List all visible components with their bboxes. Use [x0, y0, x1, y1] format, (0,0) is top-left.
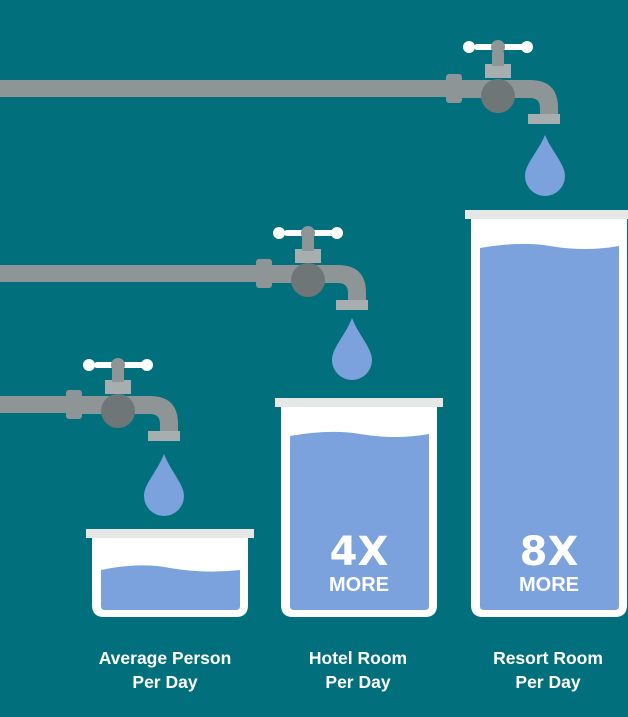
pipe-average	[0, 396, 78, 413]
handle-knob-right-average	[141, 359, 153, 371]
container-average	[86, 529, 254, 617]
container-rim-hotel	[275, 398, 443, 407]
multiplier-sub-resort: MORE	[519, 574, 579, 596]
faucet-average	[0, 358, 180, 441]
valve-body-hotel	[291, 263, 325, 297]
water-drop-icon	[332, 318, 372, 380]
valve-body-resort	[481, 79, 515, 113]
multiplier-hotel: 4X	[330, 529, 389, 575]
multiplier-sub-hotel: MORE	[329, 574, 389, 596]
caption-average-line1: Average Person	[99, 648, 232, 668]
caption-average: Average Person Per Day	[99, 648, 232, 692]
water-drop-icon	[144, 454, 184, 516]
container-resort: 8X MORE	[465, 210, 628, 617]
handle-center-resort	[491, 40, 505, 54]
handle-center-average	[111, 358, 125, 372]
spout-tip-resort	[528, 114, 560, 124]
handle-knob-left-hotel	[273, 227, 285, 239]
pipe-hotel	[0, 265, 268, 282]
valve-neck-average	[112, 368, 124, 382]
pipe-resort	[0, 80, 458, 97]
water-fill-hotel	[290, 431, 429, 610]
handle-center-hotel	[301, 226, 315, 240]
valve-stem-hotel	[295, 249, 321, 263]
spout-tip-hotel	[336, 300, 368, 310]
water-fill-average	[101, 565, 240, 610]
caption-hotel-line1: Hotel Room	[309, 648, 407, 668]
faucet-resort	[0, 40, 560, 124]
valve-stem-resort	[485, 64, 511, 78]
caption-hotel: Hotel Room Per Day	[309, 648, 407, 692]
container-hotel: 4X MORE	[275, 398, 443, 617]
multiplier-resort: 8X	[520, 529, 579, 575]
handle-knob-right-hotel	[331, 227, 343, 239]
valve-neck-resort	[492, 52, 504, 66]
valve-body-average	[101, 394, 135, 428]
faucet-hotel	[0, 226, 368, 310]
container-rim-resort	[465, 210, 628, 219]
handle-knob-left-resort	[463, 41, 475, 53]
pipe-coupling-average	[66, 390, 82, 419]
handle-knob-left-average	[83, 359, 95, 371]
pipe-coupling-resort	[446, 74, 462, 103]
water-drop-icon	[525, 135, 565, 196]
valve-neck-hotel	[302, 237, 314, 251]
caption-resort: Resort Room Per Day	[493, 648, 603, 692]
caption-hotel-line2: Per Day	[325, 672, 390, 692]
caption-average-line2: Per Day	[132, 672, 197, 692]
water-fill-resort	[480, 243, 619, 610]
container-rim-average	[86, 529, 254, 538]
pipe-coupling-hotel	[256, 259, 272, 288]
valve-stem-average	[105, 380, 131, 394]
caption-resort-line1: Resort Room	[493, 648, 603, 668]
caption-resort-line2: Per Day	[515, 672, 580, 692]
spout-tip-average	[148, 431, 180, 441]
handle-knob-right-resort	[521, 41, 533, 53]
